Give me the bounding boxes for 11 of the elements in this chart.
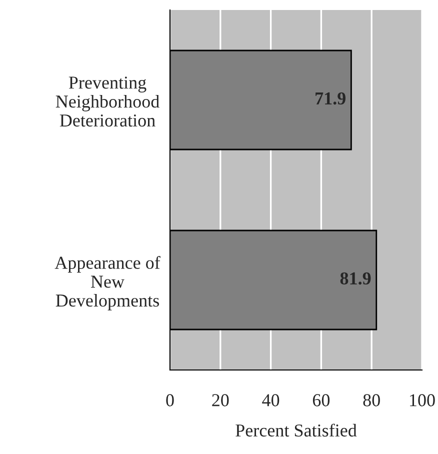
- x-tick-label: 80: [363, 394, 380, 406]
- x-axis-title: Percent Satisfied: [236, 424, 357, 437]
- x-tick-label: 20: [212, 394, 229, 406]
- x-tick-label: 40: [262, 394, 280, 406]
- y-tick-label: Preventing Neighborhood Deterioration: [56, 76, 160, 127]
- data-label: 71.9: [316, 92, 346, 105]
- x-tick-label: 100: [410, 394, 435, 406]
- x-tick-label: 60: [312, 394, 330, 406]
- x-tick-label: 0: [166, 394, 174, 406]
- data-label: 81.9: [340, 272, 371, 285]
- y-tick-label: Appearance of New Developments: [54, 256, 160, 310]
